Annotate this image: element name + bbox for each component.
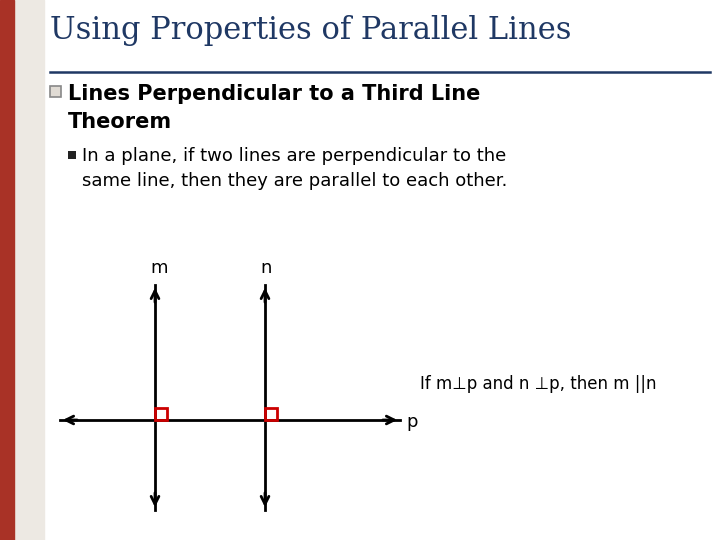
Text: Using Properties of Parallel Lines: Using Properties of Parallel Lines xyxy=(50,15,572,46)
Bar xyxy=(14,0,44,540)
Bar xyxy=(265,408,277,420)
Bar xyxy=(50,86,61,97)
Text: p: p xyxy=(406,413,418,431)
Text: n: n xyxy=(260,259,271,277)
Text: Lines Perpendicular to a Third Line
Theorem: Lines Perpendicular to a Third Line Theo… xyxy=(68,84,480,132)
Text: In a plane, if two lines are perpendicular to the
same line, then they are paral: In a plane, if two lines are perpendicul… xyxy=(82,147,508,190)
Text: If m⊥p and n ⊥p, then m ||n: If m⊥p and n ⊥p, then m ||n xyxy=(420,375,657,393)
Bar xyxy=(155,408,167,420)
Bar xyxy=(68,151,76,159)
Bar xyxy=(0,0,14,540)
Text: m: m xyxy=(150,259,168,277)
